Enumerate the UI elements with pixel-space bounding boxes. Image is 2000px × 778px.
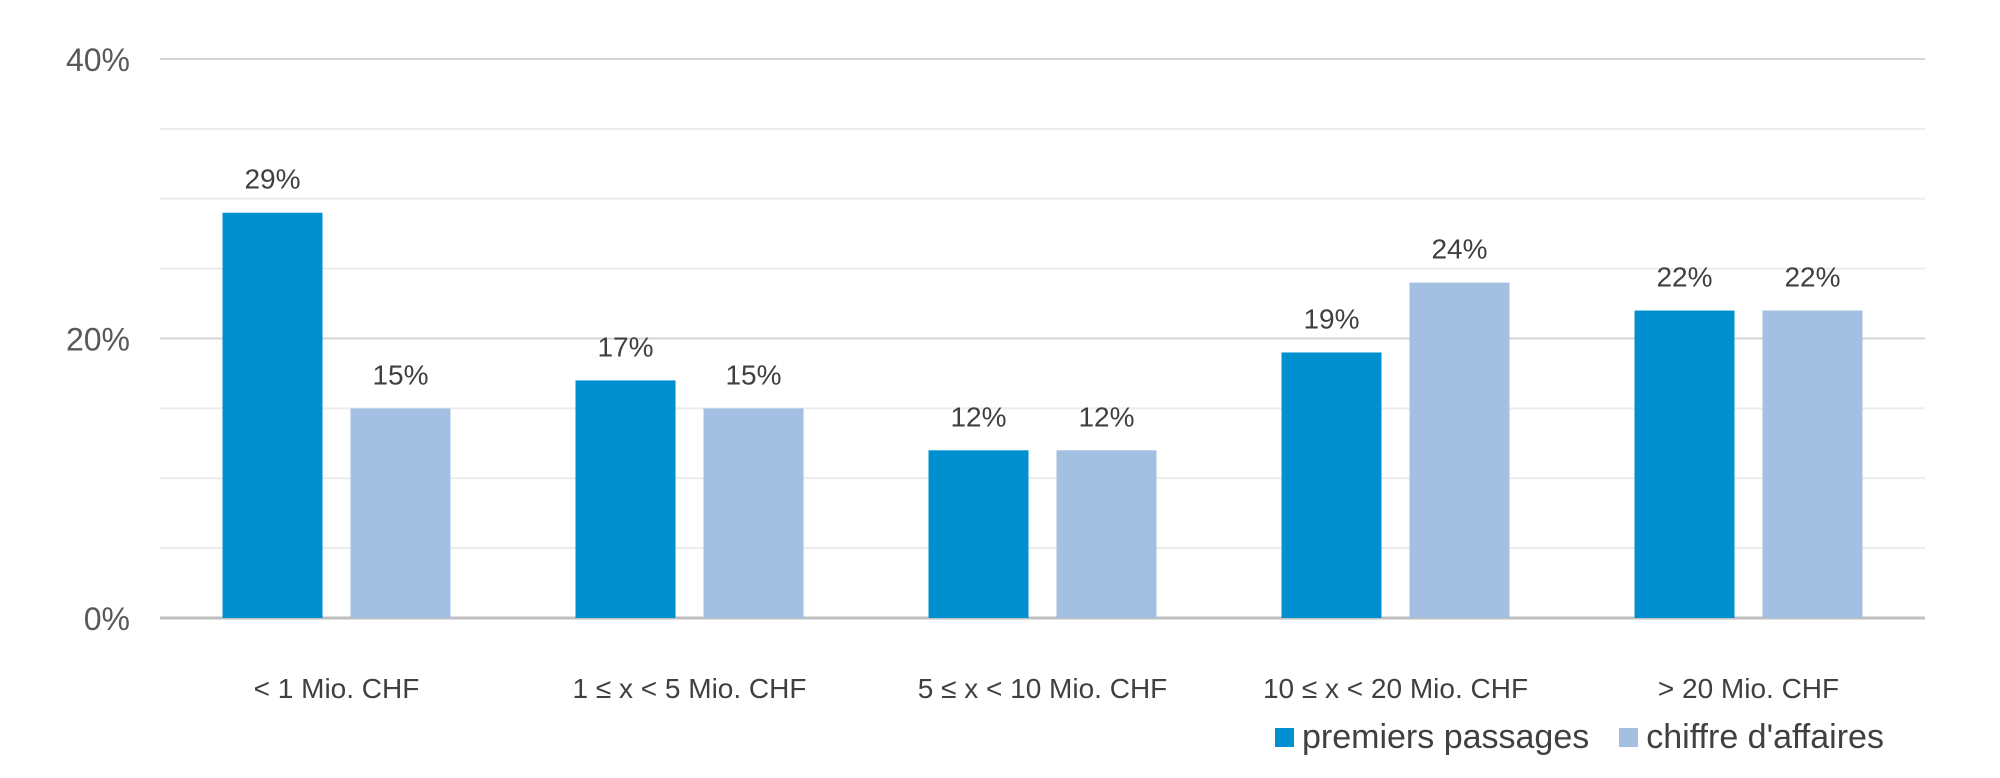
bar — [222, 212, 323, 618]
legend-swatch-chiffre-daffaires — [1619, 728, 1639, 747]
bar — [575, 380, 676, 618]
y-tick-label: 40% — [66, 42, 130, 78]
x-tick-label: > 20 Mio. CHF — [1658, 673, 1839, 704]
bar — [1056, 450, 1157, 618]
data-label: 12% — [1078, 401, 1134, 432]
legend: premiers passages chiffre d'affaires — [1275, 718, 1884, 757]
legend-swatch-premiers-passages — [1275, 728, 1294, 747]
data-label: 17% — [597, 331, 653, 362]
data-label: 12% — [950, 401, 1006, 432]
bar — [350, 408, 451, 618]
x-tick-label: 1 ≤ x < 5 Mio. CHF — [573, 673, 807, 704]
data-label: 22% — [1656, 262, 1712, 293]
bar — [1762, 310, 1863, 618]
legend-label-premiers-passages: premiers passages — [1302, 718, 1590, 756]
data-label: 29% — [244, 164, 300, 195]
data-label: 22% — [1784, 262, 1840, 293]
data-label: 24% — [1431, 234, 1487, 265]
x-tick-label: 10 ≤ x < 20 Mio. CHF — [1263, 673, 1528, 704]
x-tick-label: 5 ≤ x < 10 Mio. CHF — [918, 673, 1168, 704]
legend-item-chiffre-daffaires: chiffre d'affaires — [1619, 718, 1884, 757]
y-tick-label: 20% — [66, 322, 130, 358]
bar — [1634, 310, 1735, 618]
bar — [1281, 352, 1382, 618]
data-label: 19% — [1303, 303, 1359, 334]
data-label: 15% — [725, 359, 781, 390]
legend-label-chiffre-daffaires: chiffre d'affaires — [1646, 718, 1884, 756]
data-label: 15% — [372, 359, 428, 390]
x-tick-label: < 1 Mio. CHF — [254, 673, 420, 704]
bar — [703, 408, 804, 618]
y-tick-label: 0% — [84, 601, 130, 637]
legend-item-premiers-passages: premiers passages — [1275, 718, 1589, 757]
bar — [928, 450, 1029, 618]
bar — [1409, 282, 1510, 618]
